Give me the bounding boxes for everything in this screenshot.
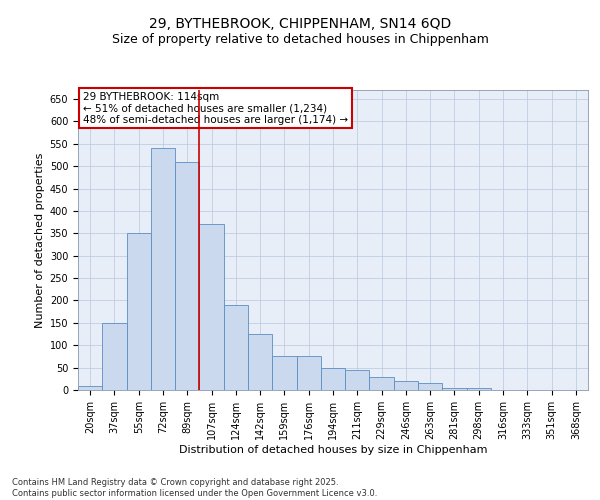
Bar	[418, 384, 442, 390]
Text: Size of property relative to detached houses in Chippenham: Size of property relative to detached ho…	[112, 32, 488, 46]
Bar	[175, 162, 199, 390]
Bar	[467, 388, 491, 390]
Bar	[102, 323, 127, 390]
Text: 29 BYTHEBROOK: 114sqm
← 51% of detached houses are smaller (1,234)
48% of semi-d: 29 BYTHEBROOK: 114sqm ← 51% of detached …	[83, 92, 348, 124]
Bar	[394, 381, 418, 390]
Bar	[151, 148, 175, 390]
Text: Contains HM Land Registry data © Crown copyright and database right 2025.
Contai: Contains HM Land Registry data © Crown c…	[12, 478, 377, 498]
Bar	[127, 234, 151, 390]
Text: 29, BYTHEBROOK, CHIPPENHAM, SN14 6QD: 29, BYTHEBROOK, CHIPPENHAM, SN14 6QD	[149, 18, 451, 32]
X-axis label: Distribution of detached houses by size in Chippenham: Distribution of detached houses by size …	[179, 444, 487, 454]
Bar	[272, 356, 296, 390]
Bar	[442, 388, 467, 390]
Bar	[78, 386, 102, 390]
Bar	[345, 370, 370, 390]
Bar	[321, 368, 345, 390]
Y-axis label: Number of detached properties: Number of detached properties	[35, 152, 46, 328]
Bar	[370, 376, 394, 390]
Bar	[248, 334, 272, 390]
Bar	[296, 356, 321, 390]
Bar	[224, 305, 248, 390]
Bar	[199, 224, 224, 390]
